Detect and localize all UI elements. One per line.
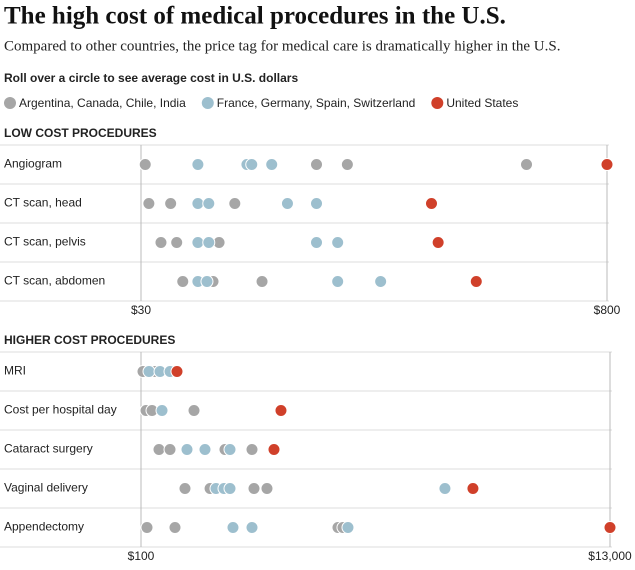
dot[interactable]: [180, 443, 194, 456]
dot[interactable]: [280, 197, 294, 210]
dot[interactable]: [200, 275, 214, 288]
dot[interactable]: [142, 197, 156, 210]
dot[interactable]: [191, 158, 205, 171]
section-title: HIGHER COST PROCEDURES: [4, 333, 175, 347]
dot[interactable]: [138, 158, 152, 171]
dot[interactable]: [187, 404, 201, 417]
dot[interactable]: [170, 236, 184, 249]
dot[interactable]: [331, 236, 345, 249]
section-title: LOW COST PROCEDURES: [4, 126, 157, 140]
dot[interactable]: [140, 521, 154, 534]
dot[interactable]: [431, 236, 445, 249]
dot[interactable]: [198, 443, 212, 456]
x-tick-label: $13,000: [588, 549, 632, 563]
dot[interactable]: [331, 275, 345, 288]
dot[interactable]: [226, 521, 240, 534]
instruction: Roll over a circle to see average cost i…: [4, 71, 298, 85]
dot[interactable]: [228, 197, 242, 210]
x-tick-label: $100: [128, 549, 155, 563]
dot[interactable]: [310, 197, 324, 210]
legend-label: United States: [446, 96, 518, 110]
legend-swatch: [431, 97, 444, 109]
dot[interactable]: [265, 158, 279, 171]
dot[interactable]: [247, 482, 261, 495]
dot[interactable]: [260, 482, 274, 495]
legend-label: France, Germany, Spain, Switzerland: [217, 96, 416, 110]
legend-swatch: [201, 97, 214, 109]
title: The high cost of medical procedures in t…: [4, 3, 506, 30]
row-label: Appendectomy: [4, 520, 84, 534]
dot[interactable]: [520, 158, 534, 171]
row-label: Cost per hospital day: [4, 403, 117, 417]
dot[interactable]: [267, 443, 281, 456]
row-label: Angiogram: [4, 157, 62, 171]
dot[interactable]: [603, 521, 617, 534]
dot[interactable]: [310, 236, 324, 249]
row-label: CT scan, abdomen: [4, 274, 105, 288]
dot[interactable]: [245, 521, 259, 534]
x-tick-label: $800: [594, 303, 621, 317]
dot[interactable]: [466, 482, 480, 495]
dot[interactable]: [223, 482, 237, 495]
dot[interactable]: [245, 158, 259, 171]
row-label: Vaginal delivery: [4, 481, 88, 495]
legend-swatch: [4, 97, 16, 109]
dot[interactable]: [245, 443, 259, 456]
dot[interactable]: [154, 236, 168, 249]
dot[interactable]: [424, 197, 438, 210]
dot[interactable]: [191, 197, 205, 210]
dot[interactable]: [170, 365, 184, 378]
dot[interactable]: [202, 197, 216, 210]
x-tick-label: $30: [131, 303, 151, 317]
dot[interactable]: [438, 482, 452, 495]
dot[interactable]: [152, 443, 166, 456]
dot[interactable]: [202, 236, 216, 249]
legend-label: Argentina, Canada, Chile, India: [19, 96, 186, 110]
dot[interactable]: [155, 404, 169, 417]
dot[interactable]: [223, 443, 237, 456]
dot[interactable]: [600, 158, 614, 171]
row-label: MRI: [4, 364, 26, 378]
subtitle: Compared to other countries, the price t…: [4, 38, 560, 54]
dot[interactable]: [164, 197, 178, 210]
dot[interactable]: [340, 158, 354, 171]
dot[interactable]: [341, 521, 355, 534]
dot[interactable]: [274, 404, 288, 417]
dot[interactable]: [176, 275, 190, 288]
dot[interactable]: [142, 365, 156, 378]
row-label: CT scan, head: [4, 196, 82, 210]
dot[interactable]: [163, 443, 177, 456]
dot[interactable]: [168, 521, 182, 534]
dot[interactable]: [469, 275, 483, 288]
row-label: CT scan, pelvis: [4, 235, 86, 249]
dot[interactable]: [374, 275, 388, 288]
dot[interactable]: [178, 482, 192, 495]
dot[interactable]: [310, 158, 324, 171]
dot[interactable]: [255, 275, 269, 288]
row-label: Cataract surgery: [4, 442, 93, 456]
dot[interactable]: [191, 236, 205, 249]
